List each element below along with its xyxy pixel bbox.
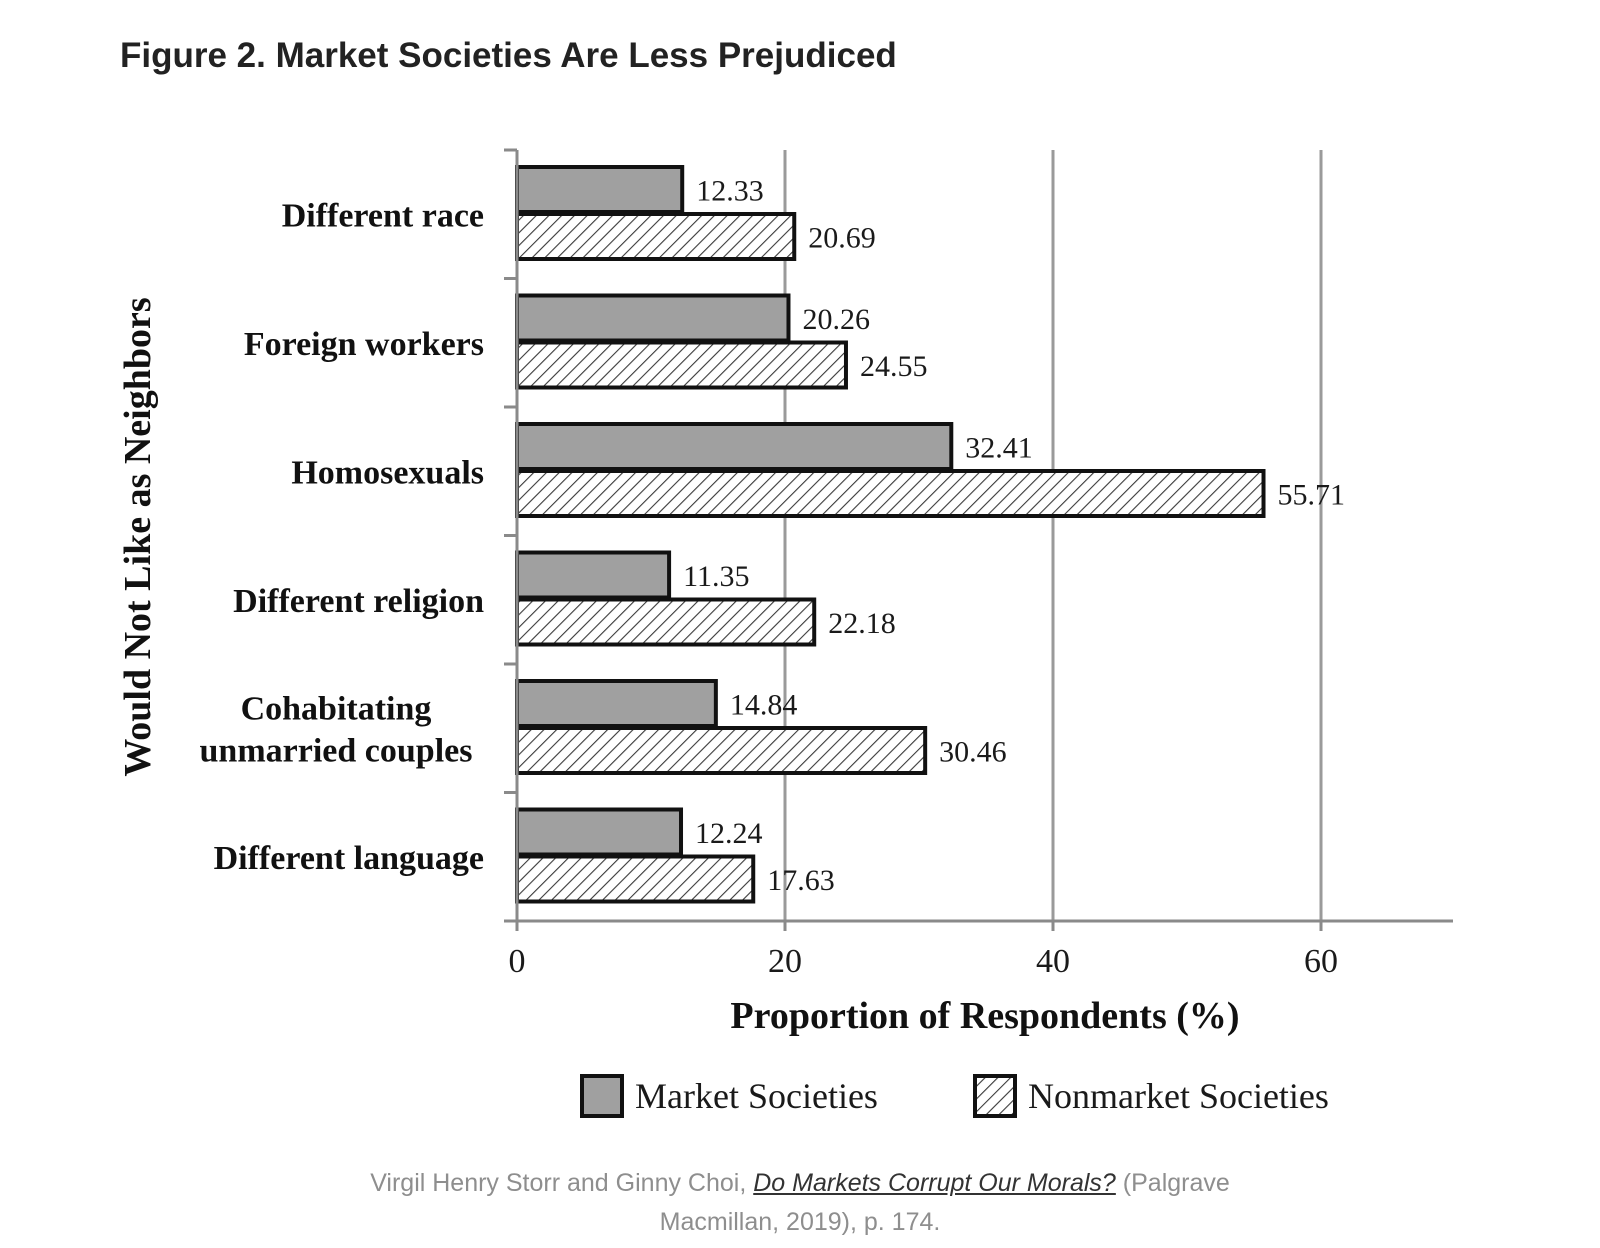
- figure-title: Figure 2. Market Societies Are Less Prej…: [120, 36, 897, 75]
- legend-swatch: [580, 1074, 624, 1118]
- grid-lines: [783, 150, 1323, 921]
- category-label: Different language: [214, 840, 484, 877]
- caption-publisher: (Palgrave: [1115, 1169, 1230, 1197]
- bar-value-label: 55.71: [1278, 479, 1346, 512]
- market-bar: [515, 807, 684, 857]
- nonmarket-bar: [515, 340, 848, 390]
- legend-swatch: [973, 1074, 1017, 1118]
- bar-value-label: 20.26: [802, 303, 870, 336]
- x-tick-label: 60: [1304, 943, 1338, 980]
- category-label: Homosexuals: [291, 454, 484, 491]
- category-label: Foreign workers: [244, 326, 484, 363]
- x-tick-label: 0: [509, 943, 526, 980]
- x-tick-label: 40: [1036, 943, 1070, 980]
- nonmarket-bar: [515, 469, 1266, 518]
- bar-value-label: 12.24: [695, 817, 763, 850]
- category-label: unmarried couples: [200, 732, 473, 769]
- book-title-link[interactable]: Do Markets Corrupt Our Morals?: [753, 1169, 1116, 1197]
- bar-value-label: 11.35: [683, 560, 749, 593]
- bar-value-label: 20.69: [808, 222, 876, 255]
- market-bar: [515, 550, 672, 600]
- bar-value-label: 30.46: [939, 736, 1007, 769]
- bar-value-label: 17.63: [767, 864, 835, 897]
- bar-value-label: 24.55: [860, 350, 928, 383]
- market-bar: [515, 679, 718, 728]
- market-bar: [515, 165, 685, 214]
- labels: 0 20 40 60 12.33 20.69 Different race 20.26 24.5…: [200, 175, 1345, 981]
- bar-value-label: 32.41: [965, 432, 1032, 465]
- x-axis-title: Proportion of Respondents (%): [730, 995, 1239, 1037]
- legend-label: Nonmarket Societies: [1028, 1076, 1329, 1116]
- bar-chart: 0 20 40 60 12.33 20.69 Different race 20.26 24.5…: [117, 148, 1453, 1118]
- category-label: Different race: [282, 197, 484, 234]
- bars: [515, 165, 1266, 904]
- bar-value-label: 14.84: [730, 689, 798, 722]
- category-label: Different religion: [233, 583, 484, 620]
- y-axis-title: Would Not Like as Neighbors: [117, 297, 159, 776]
- bar-value-label: 22.18: [828, 607, 896, 640]
- nonmarket-bar: [515, 212, 797, 261]
- nonmarket-bar: [515, 854, 756, 904]
- caption-authors: Virgil Henry Storr and Ginny Choi,: [370, 1169, 754, 1197]
- caption-publisher-line2: Macmillan, 2019), p. 174.: [659, 1208, 941, 1236]
- legend-label: Market Societies: [635, 1076, 878, 1116]
- nonmarket-bar: [515, 597, 817, 647]
- axes: [504, 148, 1453, 931]
- legend: Market Societies Nonmarket Societies: [580, 1074, 1329, 1118]
- market-bar: [515, 422, 954, 471]
- bar-value-label: 12.33: [696, 175, 764, 208]
- category-label: Cohabitating: [241, 690, 432, 727]
- x-tick-label: 20: [768, 943, 802, 980]
- nonmarket-bar: [515, 726, 928, 775]
- market-bar: [515, 293, 791, 343]
- figure-caption: Virgil Henry Storr and Ginny Choi, Do Ma…: [300, 1164, 1300, 1242]
